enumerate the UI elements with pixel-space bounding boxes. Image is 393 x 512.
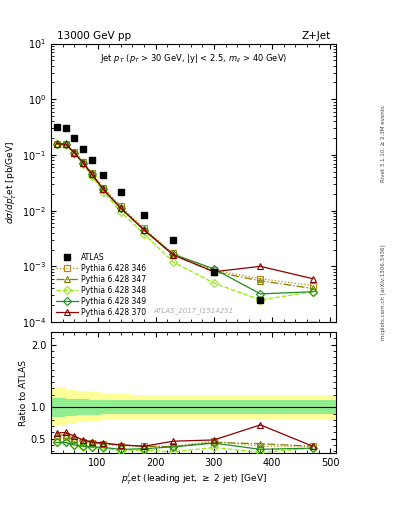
Pythia 6.428 348 [211,280,216,286]
ATLAS [142,211,147,218]
Pythia 6.428 349 [119,205,123,211]
Pythia 6.428 349 [72,150,77,156]
ATLAS [63,125,68,132]
Y-axis label: $d\sigma/dp^j_T$et [pb/GeV]: $d\sigma/dp^j_T$et [pb/GeV] [3,141,19,224]
Pythia 6.428 348 [72,150,77,156]
Pythia 6.428 347 [142,227,147,233]
Text: mcplots.cern.ch [arXiv:1306.3436]: mcplots.cern.ch [arXiv:1306.3436] [381,244,386,339]
ATLAS [171,237,176,243]
Pythia 6.428 349 [258,291,263,297]
Pythia 6.428 347 [63,141,68,147]
Pythia 6.428 348 [310,289,315,295]
ATLAS [72,135,77,141]
Pythia 6.428 370 [55,140,59,146]
Pythia 6.428 347 [310,285,315,291]
ATLAS [101,172,106,178]
ATLAS [211,269,216,275]
Pythia 6.428 346 [81,159,85,165]
Pythia 6.428 349 [211,266,216,272]
Pythia 6.428 370 [310,275,315,282]
Pythia 6.428 370 [72,150,77,156]
Pythia 6.428 349 [81,160,85,166]
Text: Rivet 3.1.10, ≥ 2.3M events: Rivet 3.1.10, ≥ 2.3M events [381,105,386,182]
Pythia 6.428 370 [101,186,106,193]
Pythia 6.428 346 [101,184,106,190]
Pythia 6.428 348 [63,142,68,148]
Pythia 6.428 370 [81,160,85,166]
Pythia 6.428 346 [171,250,176,257]
Pythia 6.428 349 [63,141,68,147]
Pythia 6.428 349 [142,227,147,233]
Pythia 6.428 348 [119,209,123,215]
Pythia 6.428 348 [171,259,176,265]
Text: Jet $p_T$ ($p_T$ > 30 GeV, |y| < 2.5, $m_{ll}$ > 40 GeV): Jet $p_T$ ($p_T$ > 30 GeV, |y| < 2.5, $m… [100,52,287,65]
Text: Z+Jet: Z+Jet [301,31,331,41]
Line: ATLAS: ATLAS [53,123,316,328]
Pythia 6.428 347 [81,160,85,166]
Pythia 6.428 349 [55,140,59,146]
Line: Pythia 6.428 347: Pythia 6.428 347 [54,141,316,291]
Pythia 6.428 346 [63,141,68,147]
Pythia 6.428 346 [119,203,123,209]
Pythia 6.428 348 [81,161,85,167]
Line: Pythia 6.428 349: Pythia 6.428 349 [54,141,316,296]
Pythia 6.428 347 [258,278,263,284]
Pythia 6.428 346 [72,148,77,155]
Pythia 6.428 349 [171,251,176,258]
Pythia 6.428 346 [310,283,315,289]
ATLAS [90,157,94,163]
Pythia 6.428 346 [90,169,94,176]
Text: ATLAS_2017_I1514251: ATLAS_2017_I1514251 [153,307,234,314]
Pythia 6.428 348 [258,297,263,303]
Line: Pythia 6.428 348: Pythia 6.428 348 [54,141,316,303]
Legend: ATLAS, Pythia 6.428 346, Pythia 6.428 347, Pythia 6.428 348, Pythia 6.428 349, P: ATLAS, Pythia 6.428 346, Pythia 6.428 34… [55,251,147,318]
Y-axis label: Ratio to ATLAS: Ratio to ATLAS [19,359,28,425]
Pythia 6.428 370 [119,205,123,211]
Pythia 6.428 346 [211,267,216,273]
Pythia 6.428 348 [101,188,106,195]
ATLAS [55,124,59,130]
Pythia 6.428 349 [310,289,315,295]
Pythia 6.428 346 [55,140,59,146]
Pythia 6.428 348 [142,231,147,237]
Pythia 6.428 347 [72,150,77,156]
Pythia 6.428 347 [171,252,176,258]
Pythia 6.428 370 [171,252,176,258]
X-axis label: $p^j_T$et (leading jet, $\geq$ 2 jet) [GeV]: $p^j_T$et (leading jet, $\geq$ 2 jet) [G… [121,471,266,487]
Pythia 6.428 346 [258,275,263,282]
Pythia 6.428 347 [119,205,123,211]
Pythia 6.428 348 [55,141,59,147]
Pythia 6.428 370 [63,141,68,147]
Pythia 6.428 349 [90,171,94,177]
ATLAS [81,145,85,152]
ATLAS [119,188,123,195]
Pythia 6.428 347 [90,171,94,177]
Text: 13000 GeV pp: 13000 GeV pp [57,31,131,41]
Pythia 6.428 347 [101,186,106,193]
Pythia 6.428 348 [90,173,94,179]
Pythia 6.428 347 [55,140,59,146]
Pythia 6.428 370 [142,227,147,233]
Line: Pythia 6.428 346: Pythia 6.428 346 [54,141,316,288]
Pythia 6.428 349 [101,186,106,193]
Pythia 6.428 347 [211,269,216,275]
Pythia 6.428 370 [90,171,94,177]
Pythia 6.428 370 [211,269,216,275]
Line: Pythia 6.428 370: Pythia 6.428 370 [54,141,316,282]
Pythia 6.428 370 [258,263,263,269]
Pythia 6.428 346 [142,225,147,231]
ATLAS [258,297,263,303]
ATLAS [310,322,315,328]
